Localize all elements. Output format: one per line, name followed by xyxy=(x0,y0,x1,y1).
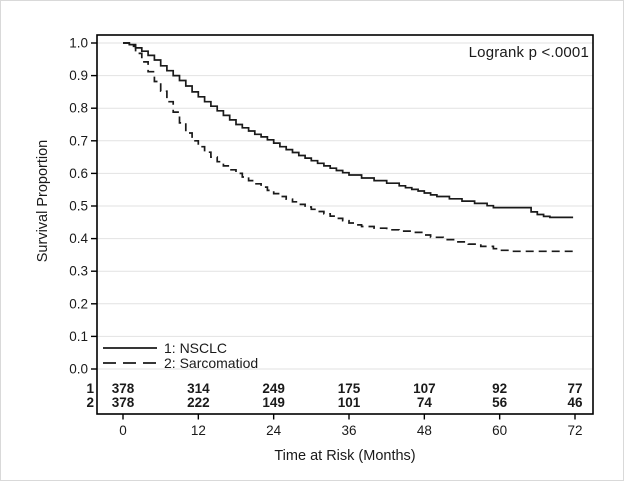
at-risk-value: 149 xyxy=(262,395,285,410)
legend-item-sarcomatiod: 2: Sarcomatiod xyxy=(102,354,259,371)
x-tick-label: 36 xyxy=(341,423,356,438)
y-tick-label: 0.1 xyxy=(69,329,88,344)
y-tick-label: 0.6 xyxy=(69,166,88,181)
x-tick-label: 24 xyxy=(266,423,282,438)
logrank-p-value-annotation: Logrank p <.0001 xyxy=(468,44,589,61)
y-tick-label: 0.8 xyxy=(69,101,88,116)
y-tick-label: 0.2 xyxy=(69,296,88,311)
x-tick-label: 48 xyxy=(417,423,432,438)
plot-frame xyxy=(96,34,594,415)
at-risk-value: 101 xyxy=(338,395,361,410)
x-tick-label: 0 xyxy=(119,423,127,438)
survival-curve-sarcomatiod xyxy=(123,42,577,253)
y-tick-label: 1.0 xyxy=(69,36,88,51)
at-risk-value: 77 xyxy=(567,381,582,396)
y-tick-label: 0.9 xyxy=(69,68,88,83)
y-tick-label: 0.7 xyxy=(69,133,88,148)
at-risk-value: 249 xyxy=(262,381,285,396)
at-risk-value: 175 xyxy=(338,381,361,396)
x-tick-label: 72 xyxy=(567,423,582,438)
y-tick-label: 0.4 xyxy=(69,231,88,246)
at-risk-row-label: 2 xyxy=(86,395,94,410)
legend: 1: NSCLC 2: Sarcomatiod xyxy=(102,339,259,371)
y-tick-label: 0.5 xyxy=(69,199,88,214)
at-risk-value: 222 xyxy=(187,395,210,410)
y-tick-label: 0.0 xyxy=(69,362,88,377)
at-risk-row-label: 1 xyxy=(86,381,94,396)
at-risk-value: 378 xyxy=(112,395,135,410)
at-risk-value: 378 xyxy=(112,381,135,396)
at-risk-value: 74 xyxy=(417,395,433,410)
x-tick-label: 60 xyxy=(492,423,507,438)
at-risk-value: 56 xyxy=(492,395,508,410)
survival-curve-nsclc xyxy=(123,42,574,219)
at-risk-value: 92 xyxy=(492,381,507,396)
legend-label-sarcomatiod: 2: Sarcomatiod xyxy=(164,354,259,371)
y-tick-label: 0.3 xyxy=(69,264,88,279)
legend-item-nsclc: 1: NSCLC xyxy=(102,339,258,356)
y-axis-title: Survival Proportion xyxy=(35,139,51,263)
dashed-line-sample-icon xyxy=(103,361,157,364)
legend-label-nsclc: 1: NSCLC xyxy=(164,339,228,356)
solid-line-sample-icon xyxy=(103,346,157,349)
at-risk-value: 314 xyxy=(187,381,210,396)
x-tick-label: 12 xyxy=(191,423,206,438)
at-risk-value: 107 xyxy=(413,381,436,396)
at-risk-value: 46 xyxy=(567,395,583,410)
x-axis-title: Time at Risk (Months) xyxy=(274,448,416,464)
